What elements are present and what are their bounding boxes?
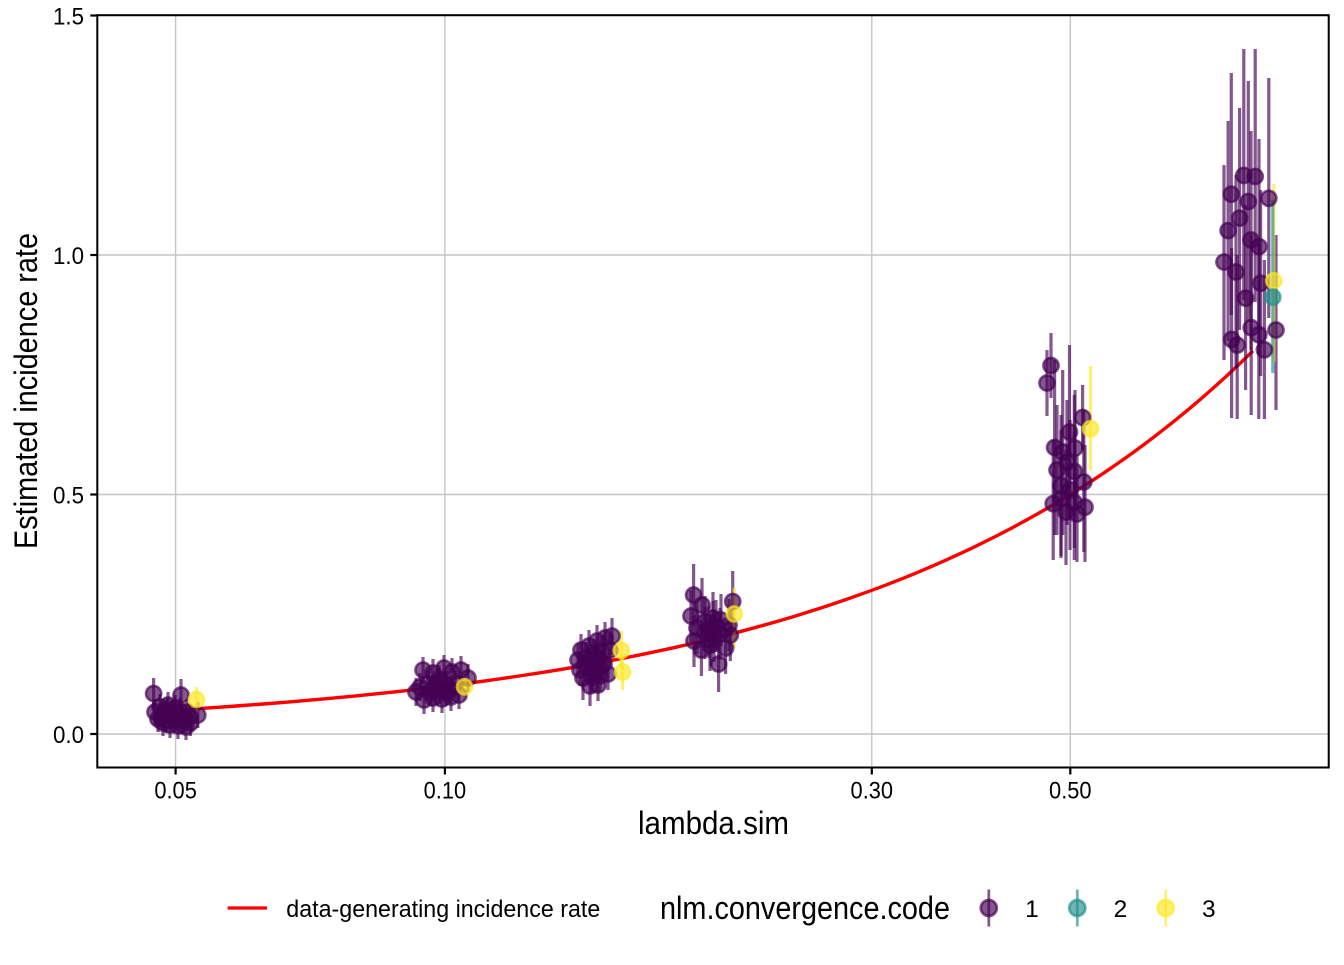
svg-text:1.0: 1.0 — [53, 243, 84, 270]
svg-text:data-generating incidence rate: data-generating incidence rate — [286, 896, 600, 923]
svg-text:0.05: 0.05 — [154, 777, 197, 804]
svg-text:nlm.convergence.code: nlm.convergence.code — [660, 889, 950, 926]
svg-text:Estimated incidence rate: Estimated incidence rate — [7, 233, 44, 549]
svg-text:0.50: 0.50 — [1049, 777, 1092, 804]
svg-text:1.5: 1.5 — [53, 3, 84, 30]
svg-text:2: 2 — [1114, 896, 1128, 923]
svg-text:3: 3 — [1202, 896, 1216, 923]
svg-text:0.30: 0.30 — [851, 777, 894, 804]
svg-text:0.0: 0.0 — [53, 722, 84, 749]
svg-text:0.5: 0.5 — [53, 482, 84, 509]
svg-text:0.10: 0.10 — [424, 777, 467, 804]
svg-text:lambda.sim: lambda.sim — [638, 804, 789, 841]
svg-text:1: 1 — [1025, 896, 1039, 923]
